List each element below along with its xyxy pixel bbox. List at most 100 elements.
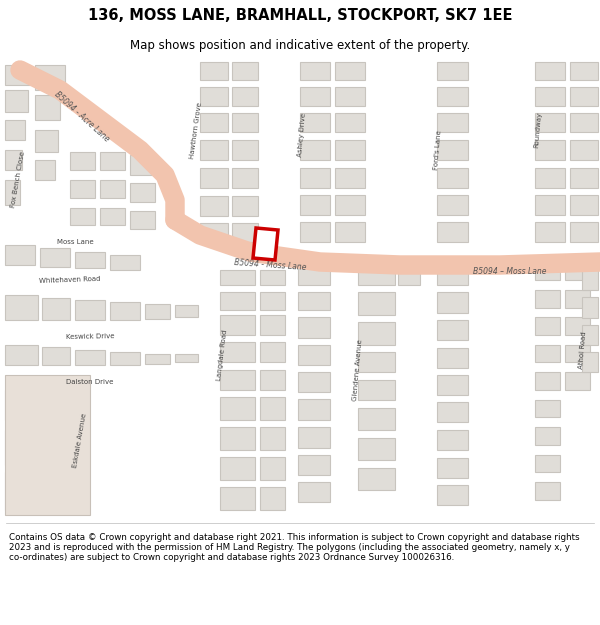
Text: Langdale Road: Langdale Road xyxy=(216,329,228,381)
Text: Fox Bench Close: Fox Bench Close xyxy=(10,151,26,209)
Polygon shape xyxy=(535,140,565,160)
Polygon shape xyxy=(565,372,590,390)
Polygon shape xyxy=(75,300,105,320)
Polygon shape xyxy=(570,87,598,106)
Text: Keswick Drive: Keswick Drive xyxy=(66,334,114,341)
Polygon shape xyxy=(200,62,228,80)
Polygon shape xyxy=(220,315,255,335)
Polygon shape xyxy=(220,427,255,450)
Polygon shape xyxy=(35,130,58,152)
Polygon shape xyxy=(175,354,198,362)
Polygon shape xyxy=(200,168,228,188)
Polygon shape xyxy=(565,265,590,280)
Text: Athol Road: Athol Road xyxy=(578,331,587,369)
Polygon shape xyxy=(437,402,468,422)
Polygon shape xyxy=(437,348,468,368)
Text: 136, MOSS LANE, BRAMHALL, STOCKPORT, SK7 1EE: 136, MOSS LANE, BRAMHALL, STOCKPORT, SK7… xyxy=(88,8,512,22)
Polygon shape xyxy=(145,304,170,319)
Text: Ashley Drive: Ashley Drive xyxy=(297,113,307,157)
Polygon shape xyxy=(535,113,565,132)
Polygon shape xyxy=(358,292,395,315)
Polygon shape xyxy=(570,195,598,215)
Polygon shape xyxy=(35,65,65,90)
Polygon shape xyxy=(70,208,95,225)
Polygon shape xyxy=(358,380,395,400)
Polygon shape xyxy=(260,427,285,450)
Polygon shape xyxy=(398,272,420,285)
Polygon shape xyxy=(100,208,125,225)
Polygon shape xyxy=(298,292,330,310)
Polygon shape xyxy=(145,354,170,364)
Polygon shape xyxy=(220,487,255,510)
Polygon shape xyxy=(260,487,285,510)
Polygon shape xyxy=(535,427,560,445)
Text: Whitehaven Road: Whitehaven Road xyxy=(39,276,101,284)
Polygon shape xyxy=(75,350,105,365)
Polygon shape xyxy=(298,427,330,448)
Text: Hawthorn Grove: Hawthorn Grove xyxy=(189,101,203,159)
Polygon shape xyxy=(130,155,155,175)
Polygon shape xyxy=(220,397,255,420)
Polygon shape xyxy=(220,457,255,480)
Polygon shape xyxy=(298,372,330,392)
Polygon shape xyxy=(300,113,330,132)
Polygon shape xyxy=(298,345,330,365)
Polygon shape xyxy=(5,390,40,420)
Polygon shape xyxy=(5,120,25,140)
Polygon shape xyxy=(45,472,80,510)
Polygon shape xyxy=(437,87,468,106)
Polygon shape xyxy=(565,290,590,308)
Polygon shape xyxy=(335,168,365,188)
Polygon shape xyxy=(535,372,560,390)
Polygon shape xyxy=(582,267,598,290)
Polygon shape xyxy=(110,302,140,320)
Polygon shape xyxy=(232,87,258,106)
Polygon shape xyxy=(70,152,95,170)
Polygon shape xyxy=(535,62,565,80)
Polygon shape xyxy=(582,352,598,372)
Polygon shape xyxy=(5,180,20,205)
Polygon shape xyxy=(298,399,330,420)
Polygon shape xyxy=(437,320,468,340)
Text: Contains OS data © Crown copyright and database right 2021. This information is : Contains OS data © Crown copyright and d… xyxy=(9,532,580,562)
Polygon shape xyxy=(358,408,395,430)
Polygon shape xyxy=(582,297,598,318)
Polygon shape xyxy=(535,290,560,308)
Polygon shape xyxy=(5,472,40,510)
Polygon shape xyxy=(5,375,90,515)
Polygon shape xyxy=(232,113,258,132)
Polygon shape xyxy=(5,295,38,320)
Text: Map shows position and indicative extent of the property.: Map shows position and indicative extent… xyxy=(130,39,470,51)
Polygon shape xyxy=(570,140,598,160)
Polygon shape xyxy=(232,140,258,160)
Polygon shape xyxy=(437,168,468,188)
Polygon shape xyxy=(300,140,330,160)
Polygon shape xyxy=(220,342,255,362)
Polygon shape xyxy=(260,457,285,480)
Text: Ford's Lane: Ford's Lane xyxy=(433,130,443,170)
Polygon shape xyxy=(35,160,55,180)
Text: B5094 - Moss Lane: B5094 - Moss Lane xyxy=(233,258,307,272)
Polygon shape xyxy=(5,65,30,85)
Polygon shape xyxy=(535,317,560,335)
Polygon shape xyxy=(335,113,365,132)
Polygon shape xyxy=(358,438,395,460)
Polygon shape xyxy=(5,345,38,365)
Polygon shape xyxy=(260,315,285,335)
Polygon shape xyxy=(232,62,258,80)
Polygon shape xyxy=(130,211,155,229)
Polygon shape xyxy=(437,140,468,160)
Polygon shape xyxy=(260,370,285,390)
Polygon shape xyxy=(582,325,598,345)
Polygon shape xyxy=(300,195,330,215)
Polygon shape xyxy=(437,62,468,80)
Polygon shape xyxy=(335,87,365,106)
Polygon shape xyxy=(42,347,70,365)
Polygon shape xyxy=(358,322,395,345)
Text: Moss Lane: Moss Lane xyxy=(56,239,94,245)
Text: Glendene Avenue: Glendene Avenue xyxy=(352,339,364,401)
Polygon shape xyxy=(110,255,140,270)
Polygon shape xyxy=(100,152,125,170)
Text: B5094 – Moss Lane: B5094 – Moss Lane xyxy=(473,268,547,276)
Polygon shape xyxy=(335,62,365,80)
